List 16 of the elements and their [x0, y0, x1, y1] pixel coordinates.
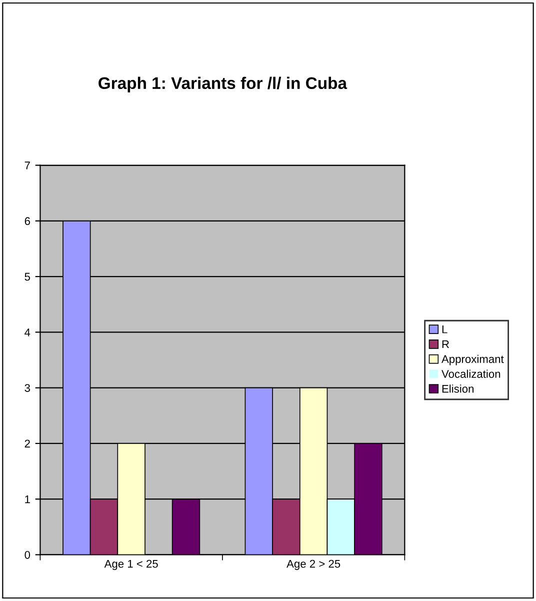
legend-label: R [442, 340, 449, 348]
y-tick-label: 6 [24, 217, 30, 226]
legend-label: L [442, 326, 448, 334]
x-tick-label: Age 1 < 25 [104, 560, 158, 570]
legend-label: Vocalization [442, 370, 500, 378]
y-tick-label: 1 [25, 495, 30, 504]
chart-title: Graph 1: Variants for /l/ in Cuba [98, 76, 348, 92]
y-tick-label: 0 [24, 550, 30, 559]
x-tick-label: Age 2 > 25 [286, 560, 340, 570]
y-tick-label: 4 [24, 328, 30, 336]
legend-label: Approximant [442, 354, 504, 366]
y-tick-label: 3 [24, 384, 30, 392]
y-tick-label: 2 [24, 440, 30, 448]
y-tick-label: 7 [24, 162, 30, 170]
legend-label: Elision [442, 384, 474, 393]
y-tick-label: 5 [24, 272, 30, 281]
